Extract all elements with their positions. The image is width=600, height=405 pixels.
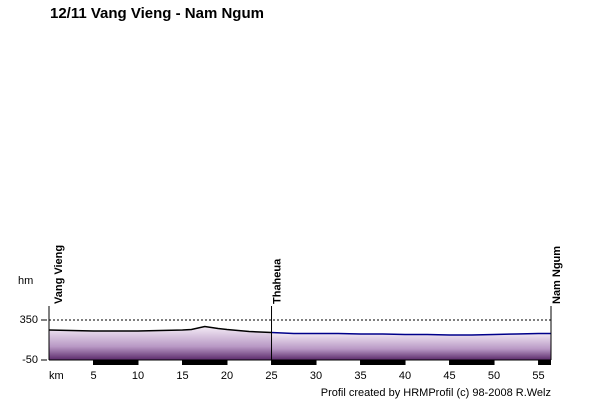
scale-bar [449,360,495,365]
x-tick-label: 35 [354,370,366,382]
scale-bar [360,360,406,365]
y-axis-label: hm [18,275,33,287]
scale-bar [271,360,317,365]
x-tick-label: 10 [132,370,144,382]
x-axis-label: km [49,370,64,382]
waypoint-label: Nam Ngum [551,246,563,304]
x-tick-label: 15 [176,370,188,382]
line [48,325,272,334]
x-tick-label: 20 [221,370,233,382]
x-tick-label: 40 [399,370,411,382]
x-tick-label: 25 [265,370,277,382]
x-tick-label: 45 [443,370,455,382]
scale-bar [182,360,228,365]
area-fill [271,332,551,360]
line [271,331,551,336]
chart-title: 12/11 Vang Vieng - Nam Ngum [50,5,264,22]
y-tick-label: -50 [22,354,38,366]
x-tick-label: 5 [90,370,96,382]
waypoint-label: Thaheua [271,258,283,304]
footer: Profil created by HRMProfil (c) 98-2008 … [321,387,551,399]
x-tick-label: 30 [310,370,322,382]
scale-bar [538,360,551,365]
area-fill [49,326,272,360]
y-tick-label: 350 [20,314,38,326]
scale-bar [93,360,139,365]
x-tick-label: 55 [532,370,544,382]
x-tick-label: 50 [488,370,500,382]
waypoint-label: Vang Vieng [53,245,65,304]
